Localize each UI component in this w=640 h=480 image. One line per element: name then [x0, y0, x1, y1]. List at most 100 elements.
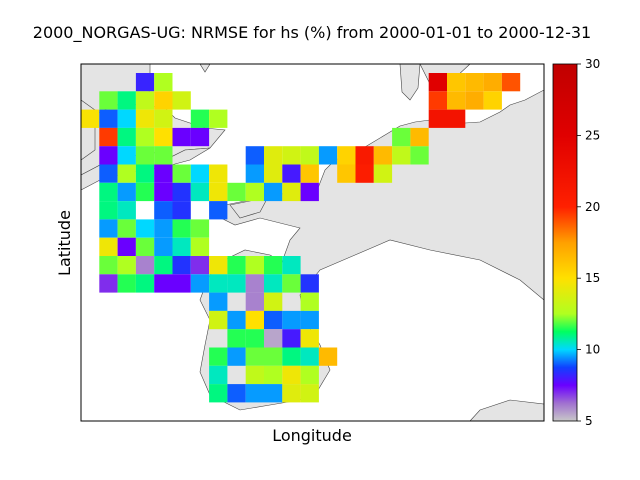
- grid-cell: [245, 310, 264, 330]
- map-plot-area[interactable]: [80, 63, 545, 422]
- grid-cell: [154, 127, 173, 147]
- colorbar-tick-label: 15: [585, 271, 600, 285]
- grid-cell: [154, 109, 173, 128]
- grid-cell: [209, 201, 228, 220]
- colorbar: 5 10 15 20 25 30: [552, 57, 600, 428]
- grid-cell: [117, 256, 136, 275]
- grid-cell: [245, 292, 264, 311]
- grid-cell: [428, 73, 447, 92]
- grid-cell: [245, 146, 264, 165]
- grid-cell: [428, 109, 447, 128]
- grid-cell: [264, 146, 283, 165]
- colorbar-tick-label: 10: [585, 343, 600, 357]
- grid-cell: [154, 237, 173, 256]
- grid-cell: [227, 274, 246, 293]
- grid-cell: [282, 384, 301, 403]
- grid-cell: [209, 164, 228, 183]
- grid-cell: [245, 164, 264, 183]
- grid-cell: [373, 146, 393, 165]
- grid-cell: [300, 310, 319, 330]
- grid-cell: [264, 310, 283, 330]
- grid-cell: [282, 274, 301, 293]
- grid-cell: [154, 274, 173, 293]
- grid-cell: [190, 164, 210, 183]
- grid-cell: [465, 73, 484, 92]
- grid-cell: [483, 91, 502, 110]
- grid-cell: [172, 127, 191, 147]
- grid-cell: [99, 91, 118, 110]
- grid-cell: [135, 274, 155, 293]
- grid-cell: [117, 146, 136, 165]
- grid-cell: [337, 164, 356, 183]
- grid-cell: [99, 219, 118, 238]
- grid-cell: [154, 164, 173, 183]
- grid-cell: [245, 256, 264, 275]
- grid-cell: [447, 91, 466, 110]
- grid-cell: [190, 274, 210, 293]
- grid-cell: [209, 274, 228, 293]
- grid-cell: [117, 219, 136, 238]
- grid-cell: [117, 274, 136, 293]
- grid-cell: [99, 109, 118, 128]
- colorbar-tick-label: 5: [585, 414, 593, 428]
- grid-cell: [410, 127, 429, 147]
- colorbar-tick-label: 25: [585, 128, 600, 142]
- grid-cell: [190, 237, 210, 256]
- grid-cell: [99, 256, 118, 275]
- grid-cell: [154, 201, 173, 220]
- grid-cell: [135, 256, 155, 275]
- grid-cell: [245, 182, 264, 202]
- grid-cell: [190, 219, 210, 238]
- grid-cell: [410, 146, 429, 165]
- grid-cell: [209, 310, 228, 330]
- grid-cell: [190, 256, 210, 275]
- grid-cell: [300, 182, 319, 202]
- grid-cell: [264, 256, 283, 275]
- grid-cell: [99, 182, 118, 202]
- grid-cell: [209, 384, 228, 403]
- nrmse-grid-cells: [81, 73, 521, 403]
- grid-cell: [172, 164, 191, 183]
- grid-cell: [172, 219, 191, 238]
- grid-cell: [135, 237, 155, 256]
- grid-cell: [99, 274, 118, 293]
- grid-cell: [282, 146, 301, 165]
- grid-cell: [99, 201, 118, 220]
- grid-cell: [282, 347, 301, 366]
- grid-cell: [300, 292, 319, 311]
- grid-cell: [501, 73, 521, 92]
- grid-cell: [172, 182, 191, 202]
- grid-cell: [264, 329, 283, 348]
- grid-cell: [172, 91, 191, 110]
- grid-cell: [209, 292, 228, 311]
- grid-cell: [172, 201, 191, 220]
- grid-cell: [190, 182, 210, 202]
- grid-cell: [135, 182, 155, 202]
- grid-cell: [99, 164, 118, 183]
- grid-cell: [264, 182, 283, 202]
- colorbar-ticks: 5 10 15 20 25 30: [577, 57, 600, 428]
- grid-cell: [135, 91, 155, 110]
- grid-cell: [245, 329, 264, 348]
- grid-cell: [245, 384, 264, 403]
- grid-cell: [190, 127, 210, 147]
- land-ireland: [80, 99, 96, 161]
- y-axis-label: Latitude: [55, 210, 74, 276]
- colorbar-gradient: [552, 63, 578, 422]
- grid-cell: [117, 201, 136, 220]
- grid-cell: [117, 164, 136, 183]
- grid-cell: [154, 182, 173, 202]
- grid-cell: [264, 274, 283, 293]
- grid-cell: [172, 274, 191, 293]
- grid-cell: [264, 365, 283, 385]
- grid-cell: [300, 347, 319, 366]
- grid-cell: [154, 91, 173, 110]
- grid-cell: [135, 73, 155, 92]
- grid-cell: [428, 91, 447, 110]
- grid-cell: [227, 256, 246, 275]
- grid-cell: [117, 182, 136, 202]
- grid-cell: [117, 237, 136, 256]
- grid-cell: [337, 146, 356, 165]
- grid-cell: [99, 237, 118, 256]
